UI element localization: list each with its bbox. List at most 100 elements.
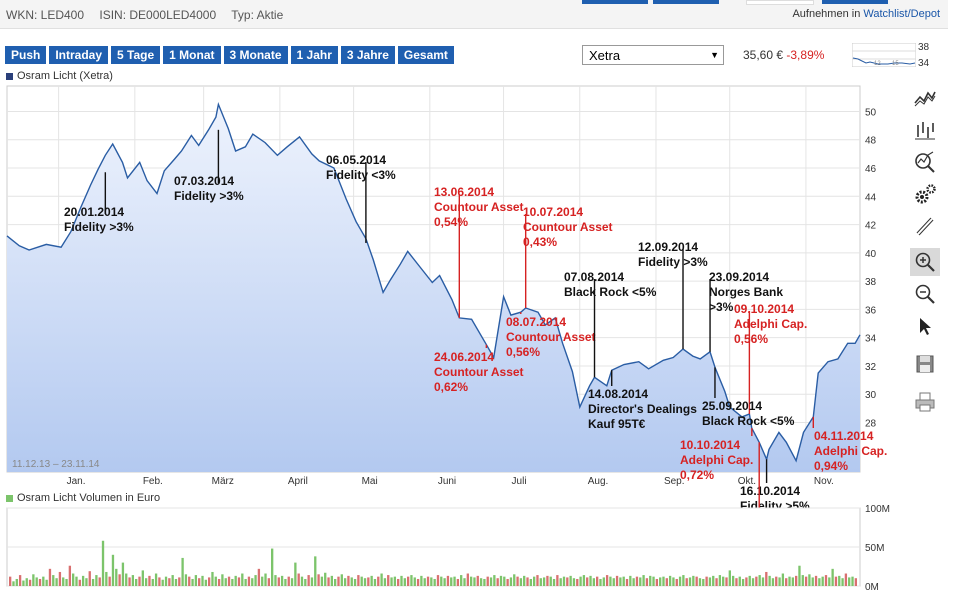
volume-bar bbox=[499, 575, 503, 586]
volume-bar bbox=[271, 548, 274, 586]
volume-bar bbox=[775, 576, 778, 586]
volume-bar bbox=[68, 565, 72, 586]
volume-bar bbox=[735, 578, 738, 586]
volume-bar bbox=[678, 576, 682, 586]
volume-bar bbox=[629, 575, 632, 586]
volume-bar bbox=[748, 575, 751, 586]
period-button[interactable]: Push bbox=[5, 46, 47, 64]
annotation-label: 14.08.2014 bbox=[588, 387, 648, 401]
volume-bar bbox=[576, 578, 579, 586]
analysis-button[interactable] bbox=[910, 148, 940, 176]
annotation-label: Kauf 95T€ bbox=[588, 417, 646, 431]
annotation-label: Adelphi Cap. bbox=[734, 317, 807, 331]
volume-bar bbox=[234, 575, 237, 586]
volume-bar bbox=[300, 576, 304, 586]
save-button[interactable] bbox=[910, 350, 940, 378]
x-tick-label: Juli bbox=[512, 476, 527, 487]
volume-bar bbox=[539, 578, 542, 586]
annotation-label: 0,54% bbox=[434, 215, 468, 229]
ohlc-chart-button[interactable] bbox=[910, 116, 940, 144]
search-chart-icon bbox=[915, 151, 935, 173]
line-chart-icon bbox=[914, 91, 936, 107]
date-range-label: 11.12.13 – 23.11.14 bbox=[12, 459, 100, 470]
annotation-label: 0,62% bbox=[434, 380, 468, 394]
volume-bar bbox=[645, 578, 649, 586]
period-button[interactable]: 3 Jahre bbox=[340, 46, 395, 64]
volume-bar bbox=[503, 576, 506, 586]
volume-bar bbox=[161, 579, 164, 586]
annotation-label: 20.01.2014 bbox=[64, 205, 124, 219]
volume-bar bbox=[695, 576, 698, 586]
volume-bar bbox=[433, 578, 436, 586]
volume-bar bbox=[665, 578, 668, 586]
x-tick-label: Jan. bbox=[67, 476, 86, 487]
volume-bar bbox=[556, 575, 559, 586]
x-tick-label: Aug. bbox=[588, 476, 609, 487]
volume-bar bbox=[141, 570, 144, 586]
volume-bar bbox=[668, 575, 672, 586]
zoom-out-button[interactable] bbox=[910, 280, 940, 308]
volume-bar bbox=[211, 571, 214, 586]
draw-button[interactable] bbox=[910, 212, 940, 240]
volume-bar bbox=[642, 575, 645, 586]
volume-bar bbox=[659, 577, 662, 586]
volume-bar bbox=[493, 575, 496, 586]
volume-bar bbox=[15, 578, 18, 586]
volume-bar bbox=[400, 575, 403, 586]
quote-display: 35,60 € -3,89% bbox=[743, 48, 824, 62]
volume-bar bbox=[416, 578, 420, 586]
line-chart-button[interactable] bbox=[910, 84, 940, 112]
volume-bar bbox=[204, 579, 207, 586]
volume-bar bbox=[708, 577, 712, 586]
volume-bar bbox=[307, 575, 310, 586]
volume-bar bbox=[317, 574, 320, 586]
volume-bar bbox=[201, 575, 204, 586]
volume-bar bbox=[758, 575, 761, 586]
quote-change: -3,89% bbox=[786, 48, 825, 62]
annotation-label: 16.10.2014 bbox=[740, 484, 800, 498]
volume-bar bbox=[722, 576, 725, 586]
volume-bar bbox=[453, 576, 456, 586]
exchange-select[interactable]: Xetra ▼ bbox=[582, 45, 724, 65]
volume-bar bbox=[32, 574, 35, 586]
volume-bar bbox=[808, 574, 811, 586]
period-button[interactable]: 1 Monat bbox=[163, 46, 221, 64]
zoom-in-icon bbox=[915, 252, 935, 272]
zoom-in-button[interactable] bbox=[910, 248, 940, 276]
volume-bar bbox=[88, 571, 91, 586]
volume-tick-label: 50M bbox=[865, 543, 884, 554]
mini-chart-line bbox=[852, 57, 916, 65]
mini-chart-tick: 15 bbox=[892, 61, 899, 67]
volume-bar bbox=[569, 575, 572, 586]
volume-bar bbox=[605, 575, 609, 586]
pointer-button[interactable] bbox=[910, 312, 940, 340]
settings-button[interactable] bbox=[910, 180, 940, 208]
period-button[interactable]: 3 Monate bbox=[223, 46, 288, 64]
period-button[interactable]: 5 Tage bbox=[111, 46, 161, 64]
annotation-label: Black Rock <5% bbox=[702, 414, 795, 428]
volume-bar bbox=[251, 578, 254, 586]
volume-bar bbox=[135, 578, 138, 586]
annotation-label: 25.09.2014 bbox=[702, 399, 762, 413]
volume-bar bbox=[237, 577, 241, 586]
period-button[interactable]: Gesamt bbox=[397, 46, 454, 64]
watchlist-link[interactable]: Watchlist/Depot bbox=[863, 8, 940, 20]
volume-bar bbox=[304, 578, 307, 586]
volume-bar bbox=[562, 576, 566, 586]
volume-bar bbox=[337, 576, 340, 586]
volume-bar bbox=[463, 578, 466, 586]
period-selector: Push Intraday 5 Tage 1 Monat 3 Monate 1 Jahr 3… bbox=[5, 46, 454, 64]
annotation-label: Fidelity >3% bbox=[638, 255, 708, 269]
print-icon bbox=[915, 392, 935, 412]
volume-bar bbox=[244, 578, 247, 586]
volume-bar bbox=[207, 577, 211, 586]
period-button[interactable]: 1 Jahr bbox=[290, 46, 338, 64]
pencil-icon bbox=[916, 217, 934, 236]
volume-bar bbox=[111, 554, 115, 586]
annotation-label: Countour Asset bbox=[523, 220, 613, 234]
mini-overview-chart[interactable]: 12 15 bbox=[852, 43, 916, 67]
volume-bar bbox=[35, 577, 38, 586]
zoom-out-icon bbox=[915, 284, 935, 304]
period-button[interactable]: Intraday bbox=[49, 46, 109, 64]
print-button[interactable] bbox=[910, 388, 940, 416]
